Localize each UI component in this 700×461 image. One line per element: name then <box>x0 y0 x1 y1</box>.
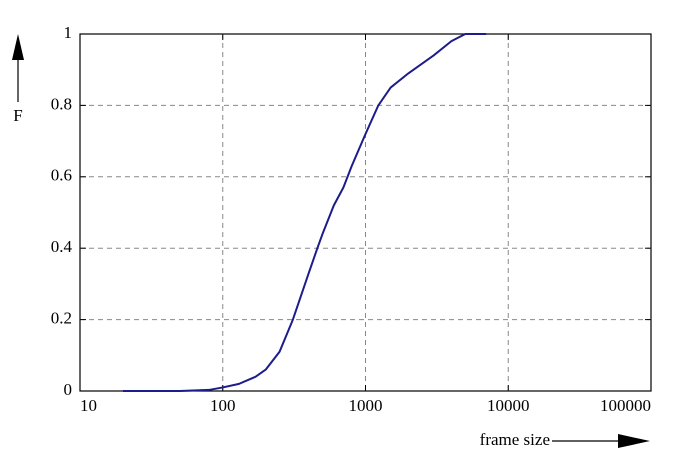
y-tick-label: 0.4 <box>51 237 73 256</box>
x-tick-label: 10 <box>80 396 97 415</box>
x-tick-label: 100000 <box>600 396 651 415</box>
y-tick-label: 0.2 <box>51 309 72 328</box>
plot-frame <box>79 33 652 392</box>
y-tick-label: 1 <box>64 23 73 42</box>
data-line <box>122 33 487 392</box>
y-arrow-head <box>12 34 24 60</box>
x-arrow-head <box>618 434 650 448</box>
y-axis-label: F <box>13 106 22 125</box>
y-tick-label: 0 <box>64 380 73 399</box>
x-tick-label: 1000 <box>349 396 383 415</box>
x-tick-label: 10000 <box>487 396 530 415</box>
x-tick-label: 100 <box>210 396 236 415</box>
y-tick-label: 0.8 <box>51 94 72 113</box>
y-tick-label: 0.6 <box>51 166 72 185</box>
x-axis-label: frame size <box>480 430 550 449</box>
